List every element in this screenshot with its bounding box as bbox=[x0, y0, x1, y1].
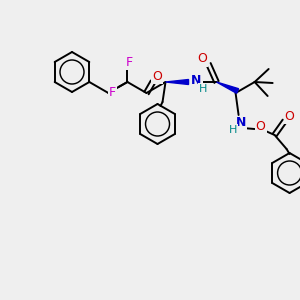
Text: N: N bbox=[236, 116, 246, 130]
Text: O: O bbox=[152, 70, 162, 83]
Text: O: O bbox=[285, 110, 295, 122]
Polygon shape bbox=[166, 80, 188, 85]
Text: H: H bbox=[199, 84, 208, 94]
Text: F: F bbox=[126, 56, 133, 68]
Text: O: O bbox=[256, 121, 266, 134]
Polygon shape bbox=[217, 82, 238, 93]
Text: F: F bbox=[109, 85, 116, 98]
Text: N: N bbox=[191, 74, 202, 88]
Text: O: O bbox=[198, 52, 208, 65]
Text: H: H bbox=[228, 125, 237, 135]
